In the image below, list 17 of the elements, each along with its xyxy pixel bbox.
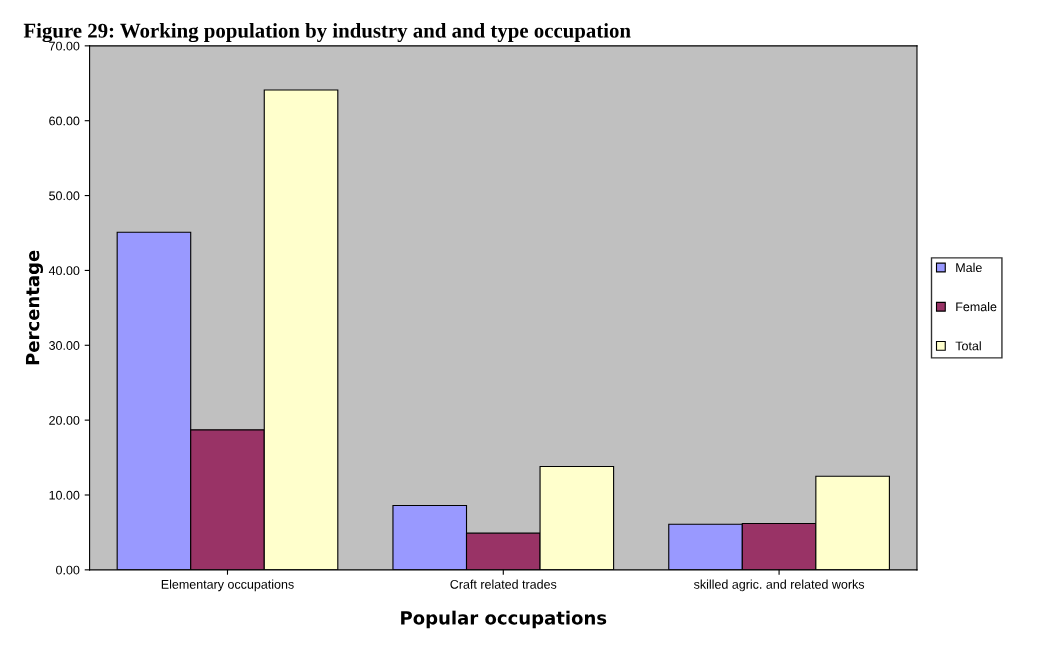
y-tick-label: 60.00 bbox=[49, 116, 80, 126]
chart-title: Figure 29: Working population by industry and and type occupation bbox=[23, 23, 631, 43]
y-tick-label: 30.00 bbox=[49, 341, 80, 350]
y-tick-label: 20.00 bbox=[49, 415, 80, 425]
legend-label: Total bbox=[955, 341, 981, 351]
x-tick-label: Craft related trades bbox=[450, 579, 557, 589]
x-tick-label: skilled agric. and related works bbox=[693, 579, 865, 592]
legend-label: Male bbox=[956, 262, 982, 273]
y-tick-label: 40.00 bbox=[48, 266, 80, 276]
legend-label: Female bbox=[956, 302, 997, 312]
y-tick-label: 10.00 bbox=[49, 490, 80, 500]
y-tick-label: 0.00 bbox=[56, 565, 80, 575]
x-tick-label: Elementary occupations bbox=[161, 579, 294, 592]
y-tick-label: 50.00 bbox=[49, 191, 80, 201]
x-axis-title: Popular occupations bbox=[401, 610, 607, 629]
y-axis-title: Percentage bbox=[25, 250, 44, 365]
y-tick-label: 70.00 bbox=[49, 41, 80, 51]
